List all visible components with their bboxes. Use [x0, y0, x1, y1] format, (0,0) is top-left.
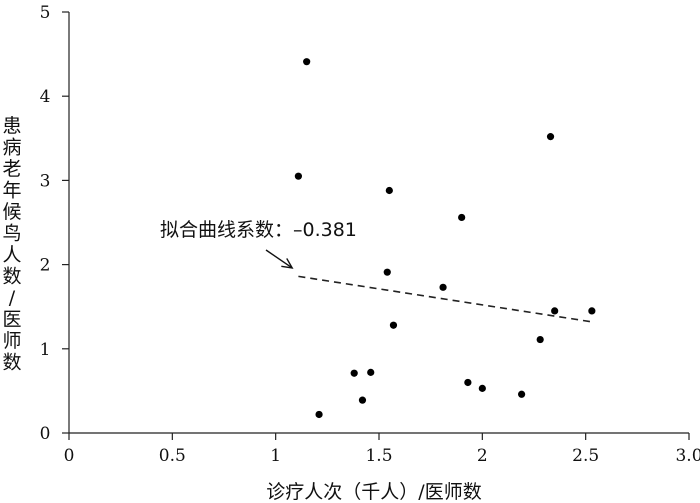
data-point: [464, 378, 472, 387]
axes: 0 0.5 1 1.5 2 2.5 3.0 0 1 2 3 4 5: [40, 3, 700, 466]
annotation-label: 拟合曲线系数：–0.381: [160, 219, 357, 241]
x-tick-label: 2: [477, 446, 488, 466]
x-tick-label: 0: [64, 446, 75, 466]
y-axis-title: 患病老年候鸟人数/医师数: [2, 115, 21, 374]
data-point: [439, 283, 447, 291]
annotation-arrow-shaft: [265, 249, 293, 269]
data-point: [518, 390, 526, 398]
data-point: [458, 213, 466, 222]
x-tick-label: 2.5: [572, 446, 599, 466]
annotation-arrow: [265, 249, 294, 269]
fit-line: [298, 275, 592, 323]
x-ticks: 0 0.5 1 1.5 2 2.5 3.0: [64, 433, 700, 466]
data-point: [358, 396, 367, 404]
y-tick-label: 2: [40, 256, 51, 276]
y-ticks: 0 1 2 3 4 5: [40, 3, 69, 444]
data-point: [588, 307, 596, 315]
annotation-arrow-head: [281, 258, 294, 269]
x-tick-label: 0.5: [159, 446, 186, 466]
data-point: [389, 321, 398, 329]
data-point: [536, 335, 544, 344]
x-tick-label: 3.0: [675, 446, 700, 466]
data-points: [294, 58, 596, 419]
data-point: [546, 133, 555, 141]
data-point: [367, 368, 375, 376]
data-point: [303, 58, 311, 66]
data-point: [383, 268, 391, 276]
data-point: [315, 410, 323, 419]
y-tick-label: 4: [40, 87, 51, 107]
data-point: [350, 369, 358, 377]
data-point: [478, 384, 486, 392]
y-tick-label: 0: [40, 424, 51, 444]
y-axis-title-text: 患病老年候鸟人数/医师数: [2, 115, 21, 374]
data-point: [551, 307, 559, 315]
y-tick-label: 3: [40, 171, 51, 191]
y-tick-label: 5: [40, 3, 51, 23]
data-point: [294, 172, 302, 180]
annotation: 拟合曲线系数：–0.381: [160, 219, 357, 269]
y-tick-label: 1: [40, 340, 51, 360]
data-point: [385, 186, 393, 195]
x-tick-label: 1: [270, 446, 281, 466]
x-axis-title: 诊疗人次（千人）/医师数: [266, 481, 481, 503]
x-tick-label: 1.5: [365, 446, 392, 466]
